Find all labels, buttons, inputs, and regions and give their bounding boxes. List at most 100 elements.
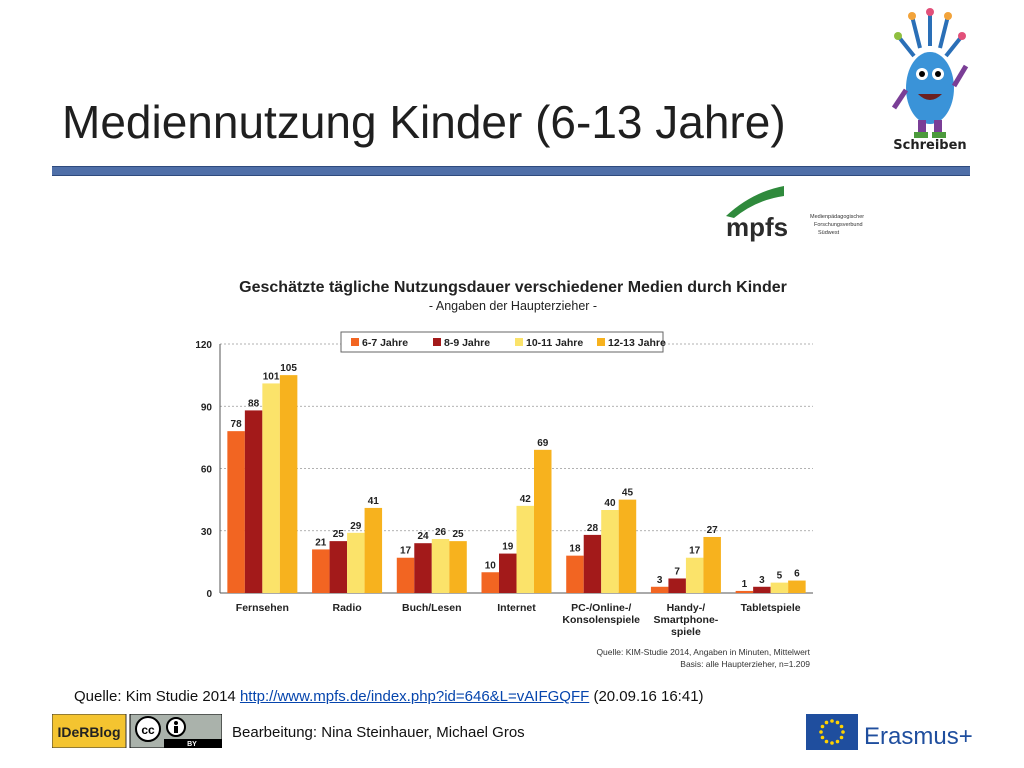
bar-value-label: 21 xyxy=(315,537,327,548)
bar xyxy=(650,586,669,593)
bar xyxy=(703,536,721,593)
bar-value-label: 17 xyxy=(689,546,701,557)
x-category-label: PC-/Online-/Konsolenspiele xyxy=(562,602,640,626)
bar-value-label: 28 xyxy=(587,523,599,534)
bar xyxy=(753,586,771,593)
eu-star-icon xyxy=(839,735,844,740)
bar xyxy=(668,578,686,593)
bar-value-label: 6 xyxy=(794,569,800,580)
bar-value-label: 10 xyxy=(485,560,497,571)
bar-value-label: 7 xyxy=(674,566,680,577)
mpfs-logo-name: mpfs xyxy=(726,212,788,242)
x-category-label: Tabletspiele xyxy=(741,602,801,614)
bar xyxy=(481,572,499,593)
legend-swatch xyxy=(515,338,523,346)
slide-title: Mediennutzung Kinder (6-13 Jahre) xyxy=(62,96,786,148)
chart-subtitle: - Angaben der Haupterzieher - xyxy=(429,299,597,313)
bar xyxy=(449,541,467,593)
chart-note-2: Basis: alle Haupterzieher, n=1.209 xyxy=(680,659,810,669)
eu-star-icon xyxy=(824,720,829,725)
x-category-label: Radio xyxy=(332,602,361,614)
y-tick-label: 60 xyxy=(201,465,213,476)
bar-value-label: 27 xyxy=(707,525,719,536)
bar xyxy=(227,431,245,593)
source-link[interactable]: http://www.mpfs.de/index.php?id=646&L=vA… xyxy=(239,688,590,705)
mascot-label: Schreiben xyxy=(893,138,967,153)
erasmus-logo-name: Erasmus+ xyxy=(864,723,973,750)
y-tick-label: 0 xyxy=(206,589,212,600)
title-divider xyxy=(52,166,970,176)
bar xyxy=(396,557,415,593)
bar xyxy=(279,375,298,593)
bar xyxy=(244,410,263,593)
eu-star-icon xyxy=(835,720,840,725)
bar-value-label: 25 xyxy=(333,529,345,540)
mpfs-logo-sub-2: Forschungsverbund xyxy=(814,222,863,228)
bar xyxy=(516,505,534,593)
eu-star-icon xyxy=(819,730,823,734)
bar xyxy=(431,539,450,593)
legend-entry: 10-11 Jahre xyxy=(526,337,583,349)
bar-value-label: 88 xyxy=(248,398,260,409)
eu-star-icon xyxy=(820,735,825,740)
bar-value-label: 3 xyxy=(759,575,765,586)
cc-icon: cc xyxy=(141,723,155,737)
x-category-label: Fernsehen xyxy=(236,602,289,614)
bar-value-label: 19 xyxy=(502,542,514,553)
bar xyxy=(312,549,330,593)
bar-value-label: 45 xyxy=(622,488,634,499)
iderblog-logo: IDeRBlog cc BY xyxy=(52,714,222,748)
eu-star-icon xyxy=(820,724,825,729)
bar-value-label: 41 xyxy=(368,496,380,507)
bar xyxy=(685,557,704,593)
source-suffix: (20.09.16 16:41) xyxy=(589,688,704,705)
bar xyxy=(414,543,432,593)
bar xyxy=(583,534,602,593)
bar xyxy=(262,383,280,593)
media-usage-bar-chart: Geschätzte tägliche Nutzungsdauer versch… xyxy=(195,279,813,669)
eu-star-icon xyxy=(839,724,844,729)
bar-value-label: 78 xyxy=(231,419,243,430)
bar-value-label: 18 xyxy=(569,544,581,555)
footer-credit: Bearbeitung: Nina Steinhauer, Michael Gr… xyxy=(232,724,525,741)
y-tick-label: 30 xyxy=(201,527,213,538)
x-category-label: Handy-/Smartphone-spiele xyxy=(654,602,719,638)
chart-title: Geschätzte tägliche Nutzungsdauer versch… xyxy=(239,279,787,296)
bar xyxy=(770,582,789,593)
mpfs-logo: mpfs Medienpädagogischer Forschungsverbu… xyxy=(726,186,864,242)
legend-swatch xyxy=(433,338,441,346)
bar xyxy=(347,532,365,593)
bar-value-label: 25 xyxy=(452,529,464,540)
legend-entry: 6-7 Jahre xyxy=(362,337,408,349)
legend-entry: 12-13 Jahre xyxy=(608,337,666,349)
legend-swatch xyxy=(351,338,359,346)
bar-value-label: 40 xyxy=(604,498,616,509)
bar-value-label: 42 xyxy=(520,494,532,505)
mpfs-logo-sub-3: Südwest xyxy=(818,230,840,236)
source-line: Quelle: Kim Studie 2014 http://www.mpfs.… xyxy=(74,688,704,705)
legend-swatch xyxy=(597,338,605,346)
bar xyxy=(499,553,517,593)
eu-star-icon xyxy=(830,719,834,723)
x-category-label: Internet xyxy=(497,602,536,614)
bar-value-label: 1 xyxy=(742,579,748,590)
iderblog-logo-name: IDeRBlog xyxy=(58,724,121,740)
bar-value-label: 3 xyxy=(657,575,663,586)
bar xyxy=(618,499,637,593)
bar xyxy=(534,449,552,593)
eu-star-icon xyxy=(835,739,840,744)
bar xyxy=(364,507,383,593)
bar-value-label: 24 xyxy=(417,531,429,542)
bar xyxy=(601,510,619,593)
eu-star-icon xyxy=(824,739,829,744)
bar-value-label: 69 xyxy=(537,438,549,449)
y-tick-label: 120 xyxy=(195,340,212,351)
eu-star-icon xyxy=(841,730,845,734)
bar-value-label: 105 xyxy=(280,363,297,374)
monster-mascot-icon xyxy=(891,8,969,138)
mpfs-logo-sub-1: Medienpädagogischer xyxy=(810,214,864,220)
eu-star-icon xyxy=(830,741,834,745)
bar-value-label: 29 xyxy=(350,521,362,532)
bar xyxy=(788,580,806,593)
x-category-label: Buch/Lesen xyxy=(402,602,462,614)
